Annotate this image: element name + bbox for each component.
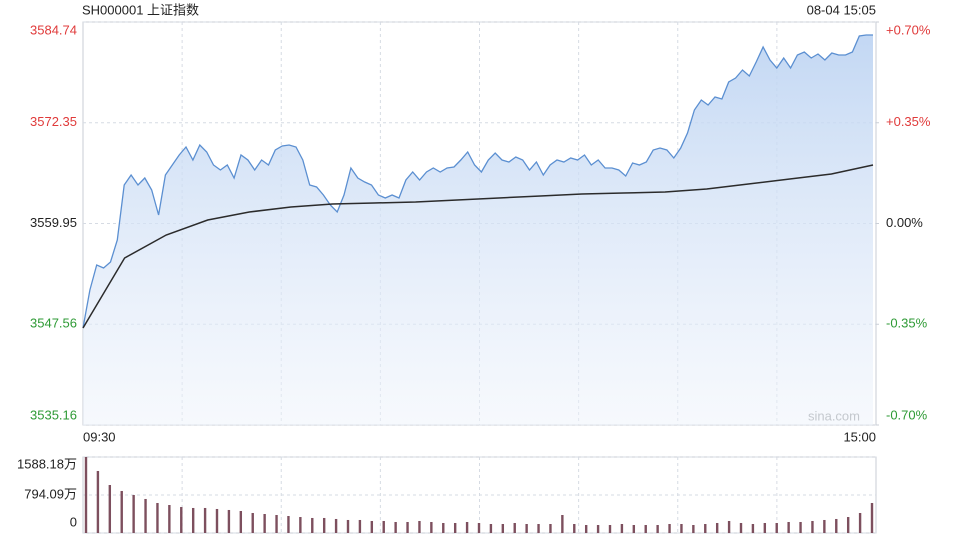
volume-bar — [453, 522, 457, 533]
volume-bar — [835, 518, 838, 533]
y2-tick-label: -0.70% — [886, 407, 928, 422]
y2-tick-label: -0.35% — [886, 316, 928, 331]
volume-bar — [322, 517, 326, 533]
volume-bar — [608, 525, 612, 533]
volume-bar — [620, 524, 624, 533]
volume-bar — [489, 524, 493, 533]
volume-bar — [263, 514, 266, 533]
volume-bar — [727, 520, 731, 533]
volume-bar — [144, 498, 147, 533]
volume-bar — [346, 519, 350, 533]
volume-bar — [275, 515, 278, 533]
price-area — [83, 35, 873, 425]
volume-bar — [584, 525, 588, 533]
x-tick-label: 15:00 — [843, 429, 876, 444]
volume-bar — [525, 524, 528, 533]
volume-bar — [596, 525, 600, 533]
volume-bar — [823, 519, 826, 533]
volume-bar — [870, 502, 874, 533]
volume-bar — [442, 522, 445, 533]
volume-bar — [168, 505, 171, 533]
y2-tick-label: 0.00% — [886, 215, 923, 230]
volume-bar — [239, 510, 243, 533]
volume-bar — [215, 508, 219, 533]
y-tick-label: 3535.16 — [30, 407, 77, 422]
volume-bar — [358, 519, 362, 533]
price-line — [82, 34, 873, 329]
volume-bar — [692, 525, 695, 533]
volume-bar — [251, 512, 254, 533]
y-tick-label: 3547.56 — [30, 316, 77, 331]
volume-bar — [704, 524, 707, 533]
watermark: sina.com — [808, 408, 860, 423]
volume-bar — [132, 495, 135, 533]
volume-bar — [858, 512, 862, 533]
volume-bar — [656, 525, 659, 533]
volume-bar — [715, 522, 719, 533]
y-tick-label: 0 — [70, 514, 77, 529]
volume-bar — [394, 521, 397, 533]
volume-bar — [811, 520, 814, 533]
volume-bar — [501, 524, 505, 533]
volume-bar — [751, 524, 755, 533]
volume-bar — [203, 507, 207, 533]
volume-bar — [191, 507, 195, 533]
volume-bar — [227, 509, 231, 533]
volume-bar — [739, 522, 743, 533]
y-tick-label: 3584.74 — [30, 22, 77, 37]
y-tick-label: 3572.35 — [30, 114, 77, 129]
volume-bar — [180, 507, 183, 533]
volume-bar — [846, 517, 850, 533]
volume-bar — [334, 518, 338, 533]
volume-bar — [418, 520, 421, 533]
y-tick-label: 1588.18万 — [17, 456, 77, 471]
volume-bar — [775, 522, 778, 533]
volume-bar — [632, 525, 636, 533]
y-tick-label: 3559.95 — [30, 215, 77, 230]
y2-tick-label: +0.70% — [886, 22, 931, 37]
volume-bar — [382, 520, 385, 533]
volume-bar — [549, 524, 552, 533]
chart-title: SH000001 上证指数 — [82, 2, 199, 17]
volume-bar — [644, 525, 647, 533]
volume-bar — [763, 522, 767, 533]
volume-bar — [96, 470, 100, 533]
y-tick-label: 794.09万 — [24, 486, 77, 501]
volume-bar — [120, 490, 123, 533]
volume-bar — [799, 521, 802, 533]
average-line — [82, 164, 874, 329]
volume-bar — [513, 522, 516, 533]
volume-bar — [787, 521, 790, 533]
volume-bar — [108, 485, 112, 533]
y2-tick-label: +0.35% — [886, 114, 931, 129]
volume-bar — [561, 515, 564, 533]
volume-bar — [370, 520, 374, 533]
volume-bar — [311, 517, 314, 533]
volume-bar — [156, 502, 159, 533]
volume-bar — [680, 524, 683, 533]
volume-bar — [430, 521, 433, 533]
volume-bar — [477, 522, 481, 533]
x-tick-label: 09:30 — [83, 429, 116, 444]
volume-bar — [299, 517, 302, 533]
volume-bar — [668, 524, 671, 533]
timestamp: 08-04 15:05 — [807, 2, 876, 17]
volume-bar — [287, 516, 290, 533]
volume-bar — [537, 524, 540, 533]
volume-bar — [573, 524, 576, 533]
volume-bar — [406, 521, 409, 533]
volume-bar — [465, 521, 469, 533]
volume-bar — [84, 457, 88, 533]
